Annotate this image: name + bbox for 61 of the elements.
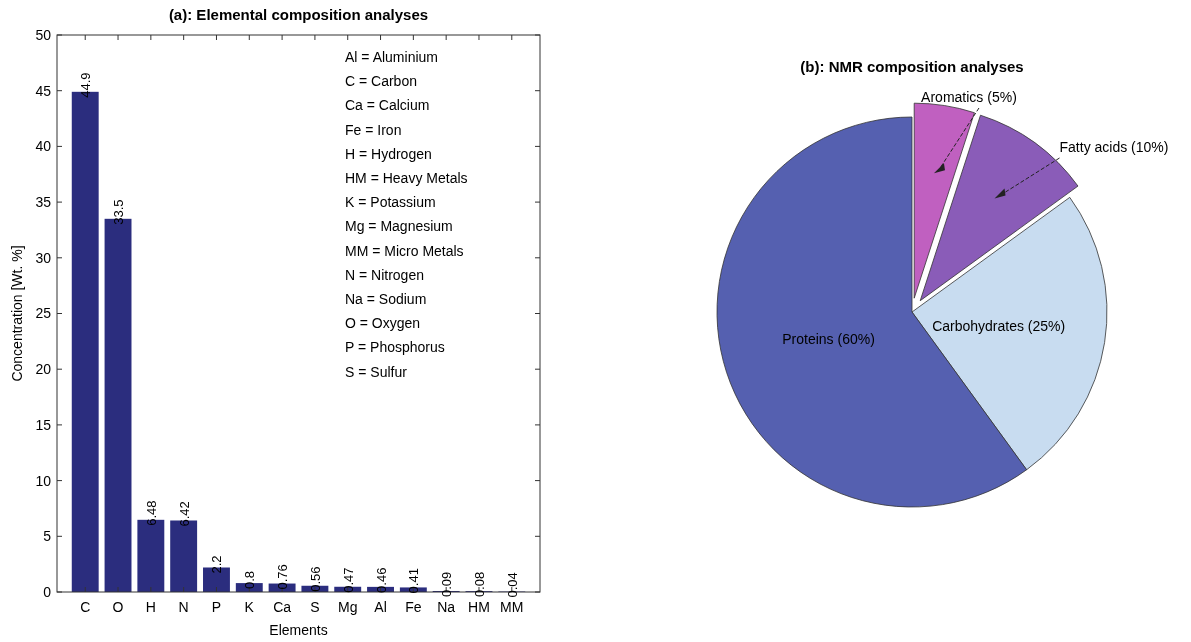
annotation: MM = Micro Metals	[345, 242, 464, 259]
annotation: Fe = Iron	[345, 121, 402, 138]
y-tick-label: 50	[35, 26, 52, 43]
x-tick-label: MM	[500, 599, 524, 615]
y-tick-label: 5	[43, 528, 52, 545]
x-tick-label: P	[211, 599, 222, 615]
annotation: Na = Sodium	[345, 291, 427, 307]
annotation: N = Nitrogen	[345, 266, 424, 283]
x-tick-label: Ca	[273, 599, 292, 615]
x-axis-title: Elements	[269, 622, 328, 638]
y-tick-label: 35	[35, 194, 52, 210]
x-tick-label: Al	[374, 599, 387, 615]
annotation: HM = Heavy Metals	[345, 170, 468, 186]
data-label: 0.8	[242, 571, 258, 590]
data-label: 44.9	[78, 72, 94, 98]
data-label: 0.47	[340, 567, 356, 593]
annotation: H = Hydrogen	[345, 145, 432, 162]
chart-title: (b): NMR composition analyses	[800, 58, 1024, 75]
annotation: Al = Aluminium	[345, 49, 438, 65]
y-axis-title: Concentration [Wt. %]	[9, 245, 25, 382]
data-label: 0.56	[307, 566, 323, 592]
annotation: O = Oxygen	[345, 315, 421, 332]
data-label: 0.08	[471, 571, 487, 598]
data-label: 0.04	[504, 572, 520, 598]
annotation: C = Carbon	[345, 73, 417, 90]
annotation: K = Potassium	[345, 194, 436, 211]
slice-label: Carbohydrates (25%)	[932, 317, 1066, 334]
x-tick-label: H	[145, 599, 156, 615]
chart-title: (a): Elemental composition analyses	[168, 6, 429, 23]
x-tick-label: K	[244, 599, 255, 615]
slice-label: Aromatics (5%)	[921, 89, 1017, 105]
data-label: 0.41	[406, 568, 422, 594]
annotation: P = Phosphorus	[345, 339, 445, 356]
y-tick-label: 0	[43, 583, 52, 600]
y-tick-label: 10	[35, 472, 52, 489]
y-tick-label: 20	[35, 361, 52, 378]
x-tick-label: C	[80, 599, 91, 615]
x-tick-label: S	[310, 599, 320, 615]
annotation: Ca = Calcium	[345, 97, 430, 114]
y-tick-label: 40	[35, 138, 52, 155]
data-label: 6.42	[176, 501, 192, 527]
slice-label: Fatty acids (10%)	[1059, 139, 1169, 155]
annotation: S = Sulfur	[345, 363, 408, 380]
x-tick-label: O	[112, 599, 124, 615]
y-tick-label: 25	[35, 305, 52, 322]
data-label: 33.5	[111, 199, 127, 225]
y-tick-label: 45	[35, 82, 52, 99]
x-tick-label: Na	[437, 599, 456, 615]
data-label: 2.2	[209, 555, 225, 574]
annotation: Mg = Magnesium	[345, 218, 453, 235]
data-label: 0.76	[275, 564, 291, 590]
data-label: 0.46	[373, 567, 389, 593]
x-tick-label: Fe	[405, 599, 422, 615]
data-label: 0.09	[439, 571, 455, 597]
y-tick-label: 30	[35, 249, 52, 266]
x-tick-label: N	[178, 599, 189, 615]
x-tick-label: Mg	[337, 599, 358, 615]
y-tick-label: 15	[35, 416, 52, 433]
data-label: 6.48	[143, 500, 159, 526]
x-tick-label: HM	[468, 599, 490, 615]
slice-label: Proteins (60%)	[782, 331, 875, 348]
